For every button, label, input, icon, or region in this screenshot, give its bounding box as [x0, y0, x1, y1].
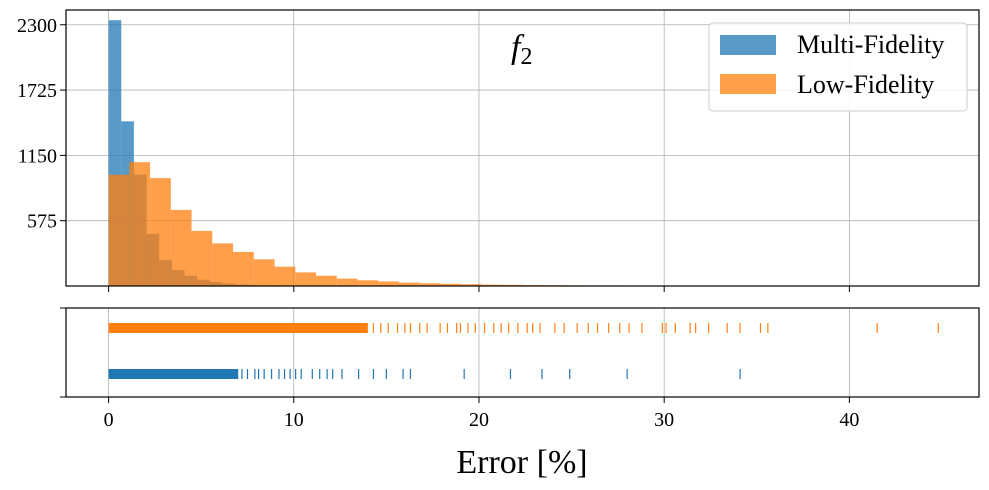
- legend: Multi-Fidelity Low-Fidelity: [708, 22, 968, 112]
- x-tick-label: 10: [284, 409, 304, 431]
- bar-low-fidelity: [274, 266, 296, 286]
- bar-low-fidelity: [212, 243, 234, 286]
- x-tick-label: 30: [654, 409, 674, 431]
- rug-grid: [108, 308, 850, 397]
- bar-low-fidelity: [129, 162, 151, 286]
- y-tick-label: 1725: [17, 80, 57, 102]
- bar-low-fidelity: [150, 178, 171, 286]
- rug-x-ticks: 0 10 20 30 40: [104, 397, 859, 431]
- bar-low-fidelity: [357, 280, 379, 286]
- legend-swatch-low-fidelity: [720, 74, 776, 94]
- series-annotation: f2: [511, 29, 532, 70]
- bar-low-fidelity: [461, 284, 482, 286]
- bar-low-fidelity: [336, 278, 358, 286]
- bar-low-fidelity: [233, 251, 254, 286]
- bar-low-fidelity: [170, 209, 192, 286]
- legend-label-low-fidelity: Low-Fidelity: [797, 70, 934, 99]
- bar-low-fidelity: [295, 272, 317, 286]
- bar-low-fidelity: [191, 230, 213, 286]
- x-tick-label: 40: [839, 409, 859, 431]
- bar-low-fidelity: [398, 282, 420, 286]
- histogram-frame: [65, 9, 980, 287]
- rug-frame: [65, 307, 980, 398]
- bar-low-fidelity: [316, 275, 337, 286]
- rug-dense-multi-fidelity: [108, 369, 239, 379]
- x-axis-label: Error [%]: [456, 444, 587, 481]
- rug-marks: [108, 323, 939, 379]
- histogram-panel: 575 1150 1725 2300 f2 Multi-Fidelity Low-Fi…: [17, 9, 980, 292]
- y-tick-label: 575: [27, 211, 57, 233]
- legend-label-multi-fidelity: Multi-Fidelity: [797, 30, 944, 59]
- rug-panel: 0 10 20 30 40: [60, 307, 980, 431]
- y-tick-label: 2300: [17, 15, 57, 37]
- bar-low-fidelity: [253, 259, 275, 286]
- legend-swatch-multi-fidelity: [720, 35, 776, 55]
- bar-low-fidelity: [108, 174, 130, 286]
- rug-dense-low-fidelity: [108, 323, 368, 333]
- y-tick-label: 1150: [18, 145, 57, 167]
- histogram-x-ticks: [108, 286, 850, 292]
- histogram-y-ticks: 575 1150 1725 2300: [17, 15, 66, 233]
- histogram-bars: [108, 20, 773, 286]
- x-tick-label: 20: [469, 409, 489, 431]
- x-tick-label: 0: [104, 409, 114, 431]
- bar-low-fidelity: [419, 283, 441, 286]
- bar-low-fidelity: [440, 283, 462, 286]
- bar-low-fidelity: [378, 281, 399, 286]
- bar-low-fidelity: [481, 284, 503, 286]
